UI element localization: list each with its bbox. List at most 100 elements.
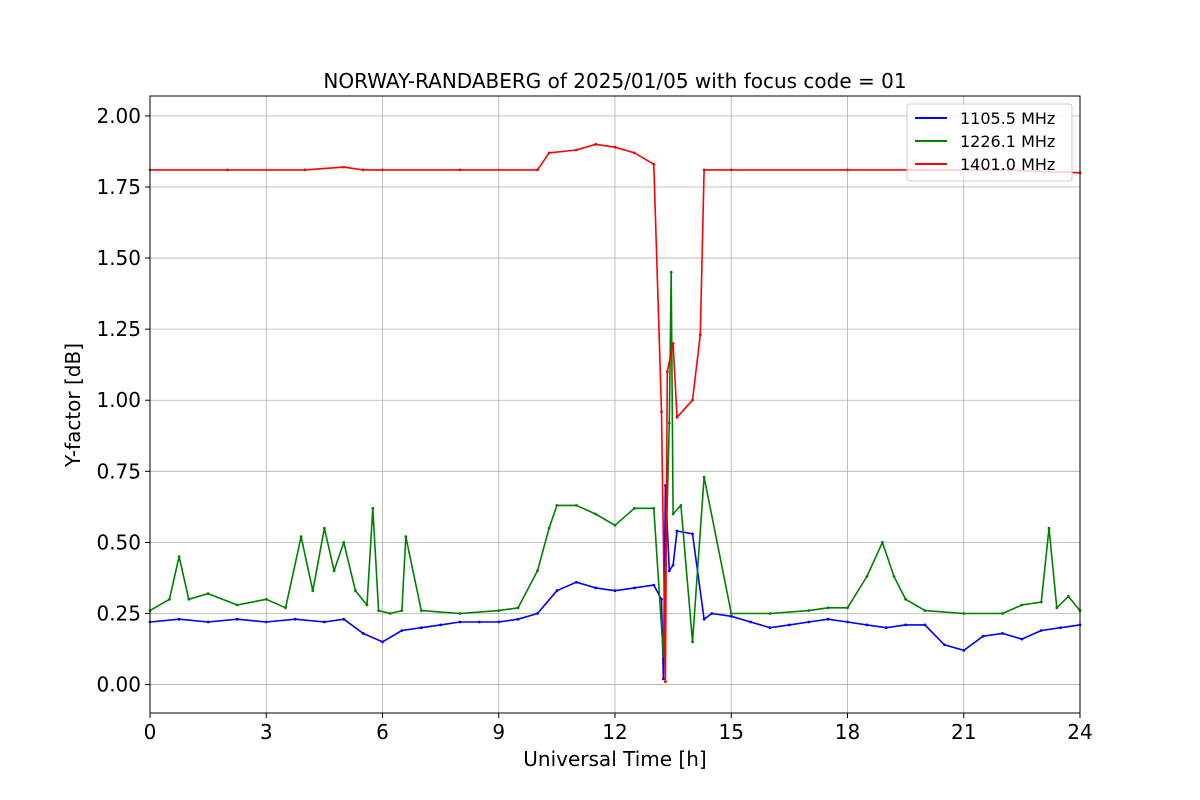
data-point — [865, 575, 869, 578]
x-tick-label: 24 — [1067, 720, 1092, 744]
data-point — [371, 506, 375, 510]
data-point — [665, 370, 669, 374]
data-point — [206, 620, 210, 624]
data-point — [458, 168, 462, 172]
data-point — [652, 583, 656, 587]
data-point — [404, 535, 408, 539]
data-point — [323, 526, 326, 530]
y-tick-label: 1.00 — [96, 388, 141, 412]
data-point — [865, 623, 869, 627]
data-point — [439, 623, 442, 627]
data-point — [846, 606, 849, 610]
y-tick-label: 0.75 — [96, 459, 141, 483]
legend-box — [906, 103, 1073, 182]
data-point — [264, 597, 268, 601]
data-point — [613, 145, 617, 149]
data-point — [1067, 595, 1070, 598]
data-point — [613, 589, 617, 593]
data-point — [536, 569, 539, 573]
data-point — [664, 680, 667, 684]
data-point — [574, 504, 578, 507]
data-point — [516, 617, 520, 621]
legend-label: 1401.0 MHz — [960, 155, 1055, 174]
data-point — [458, 620, 462, 624]
x-tick-label: 15 — [719, 720, 744, 744]
data-point — [388, 612, 392, 615]
data-point — [381, 640, 384, 644]
data-point — [299, 535, 303, 539]
data-point — [555, 504, 559, 507]
data-point — [633, 586, 636, 590]
y-tick-label: 2.00 — [96, 104, 141, 128]
data-point — [749, 620, 752, 624]
data-point — [691, 640, 694, 644]
data-point — [303, 168, 307, 172]
data-point — [807, 609, 811, 612]
data-point — [361, 168, 365, 172]
data-point — [497, 620, 501, 624]
legend-label: 1226.1 MHz — [960, 132, 1055, 151]
data-point — [613, 523, 617, 527]
data-point — [342, 541, 346, 544]
data-point — [702, 168, 706, 172]
data-point — [962, 649, 966, 652]
data-point — [671, 563, 675, 567]
data-point — [1020, 637, 1024, 641]
data-point — [547, 526, 551, 530]
data-point — [497, 609, 501, 612]
data-point — [826, 606, 830, 610]
data-point — [943, 643, 946, 647]
grid — [149, 96, 1081, 713]
data-point — [1055, 606, 1059, 610]
data-point — [671, 512, 675, 516]
data-point — [332, 569, 336, 573]
data-point — [660, 410, 663, 413]
data-point — [1039, 629, 1043, 632]
data-point — [536, 168, 539, 172]
data-point — [1001, 612, 1004, 615]
data-point — [679, 504, 683, 507]
x-tick-label: 9 — [492, 720, 505, 744]
data-point — [846, 168, 849, 172]
data-point — [361, 632, 365, 635]
data-point — [923, 623, 927, 627]
data-point — [594, 142, 597, 146]
data-point — [264, 620, 268, 624]
data-point — [293, 617, 297, 621]
legend: 1105.5 MHz 1226.1 MHz 1401.0 MHz — [906, 103, 1073, 182]
data-point — [574, 148, 578, 152]
data-point — [377, 609, 380, 612]
data-point — [419, 626, 423, 630]
data-point — [710, 612, 714, 615]
data-point — [667, 569, 671, 573]
data-point — [633, 506, 636, 510]
y-tick-label: 0.25 — [96, 601, 141, 625]
data-point — [884, 626, 888, 630]
data-point — [311, 589, 315, 593]
data-point — [923, 609, 927, 612]
x-tick-label: 12 — [602, 720, 627, 744]
data-point — [284, 606, 287, 610]
data-point — [729, 168, 733, 172]
data-point — [1059, 626, 1062, 630]
data-point — [381, 168, 384, 172]
data-point — [1047, 526, 1051, 530]
data-point — [675, 415, 679, 419]
data-point — [206, 592, 210, 595]
data-point — [768, 612, 772, 615]
data-point — [536, 612, 539, 615]
data-point — [235, 617, 239, 621]
legend-label: 1105.5 MHz — [960, 109, 1055, 128]
data-point — [516, 606, 520, 610]
y-axis: 0.00 0.25 0.50 0.75 1.00 1.25 1.50 1.75 2.00 — [96, 104, 150, 697]
data-point — [807, 620, 811, 624]
data-point — [881, 541, 884, 544]
y-tick-label: 1.25 — [96, 317, 141, 341]
data-point — [458, 612, 462, 615]
data-point — [168, 597, 171, 601]
x-axis-label: Universal Time [h] — [523, 747, 706, 771]
data-point — [981, 634, 985, 638]
data-point — [729, 614, 733, 618]
